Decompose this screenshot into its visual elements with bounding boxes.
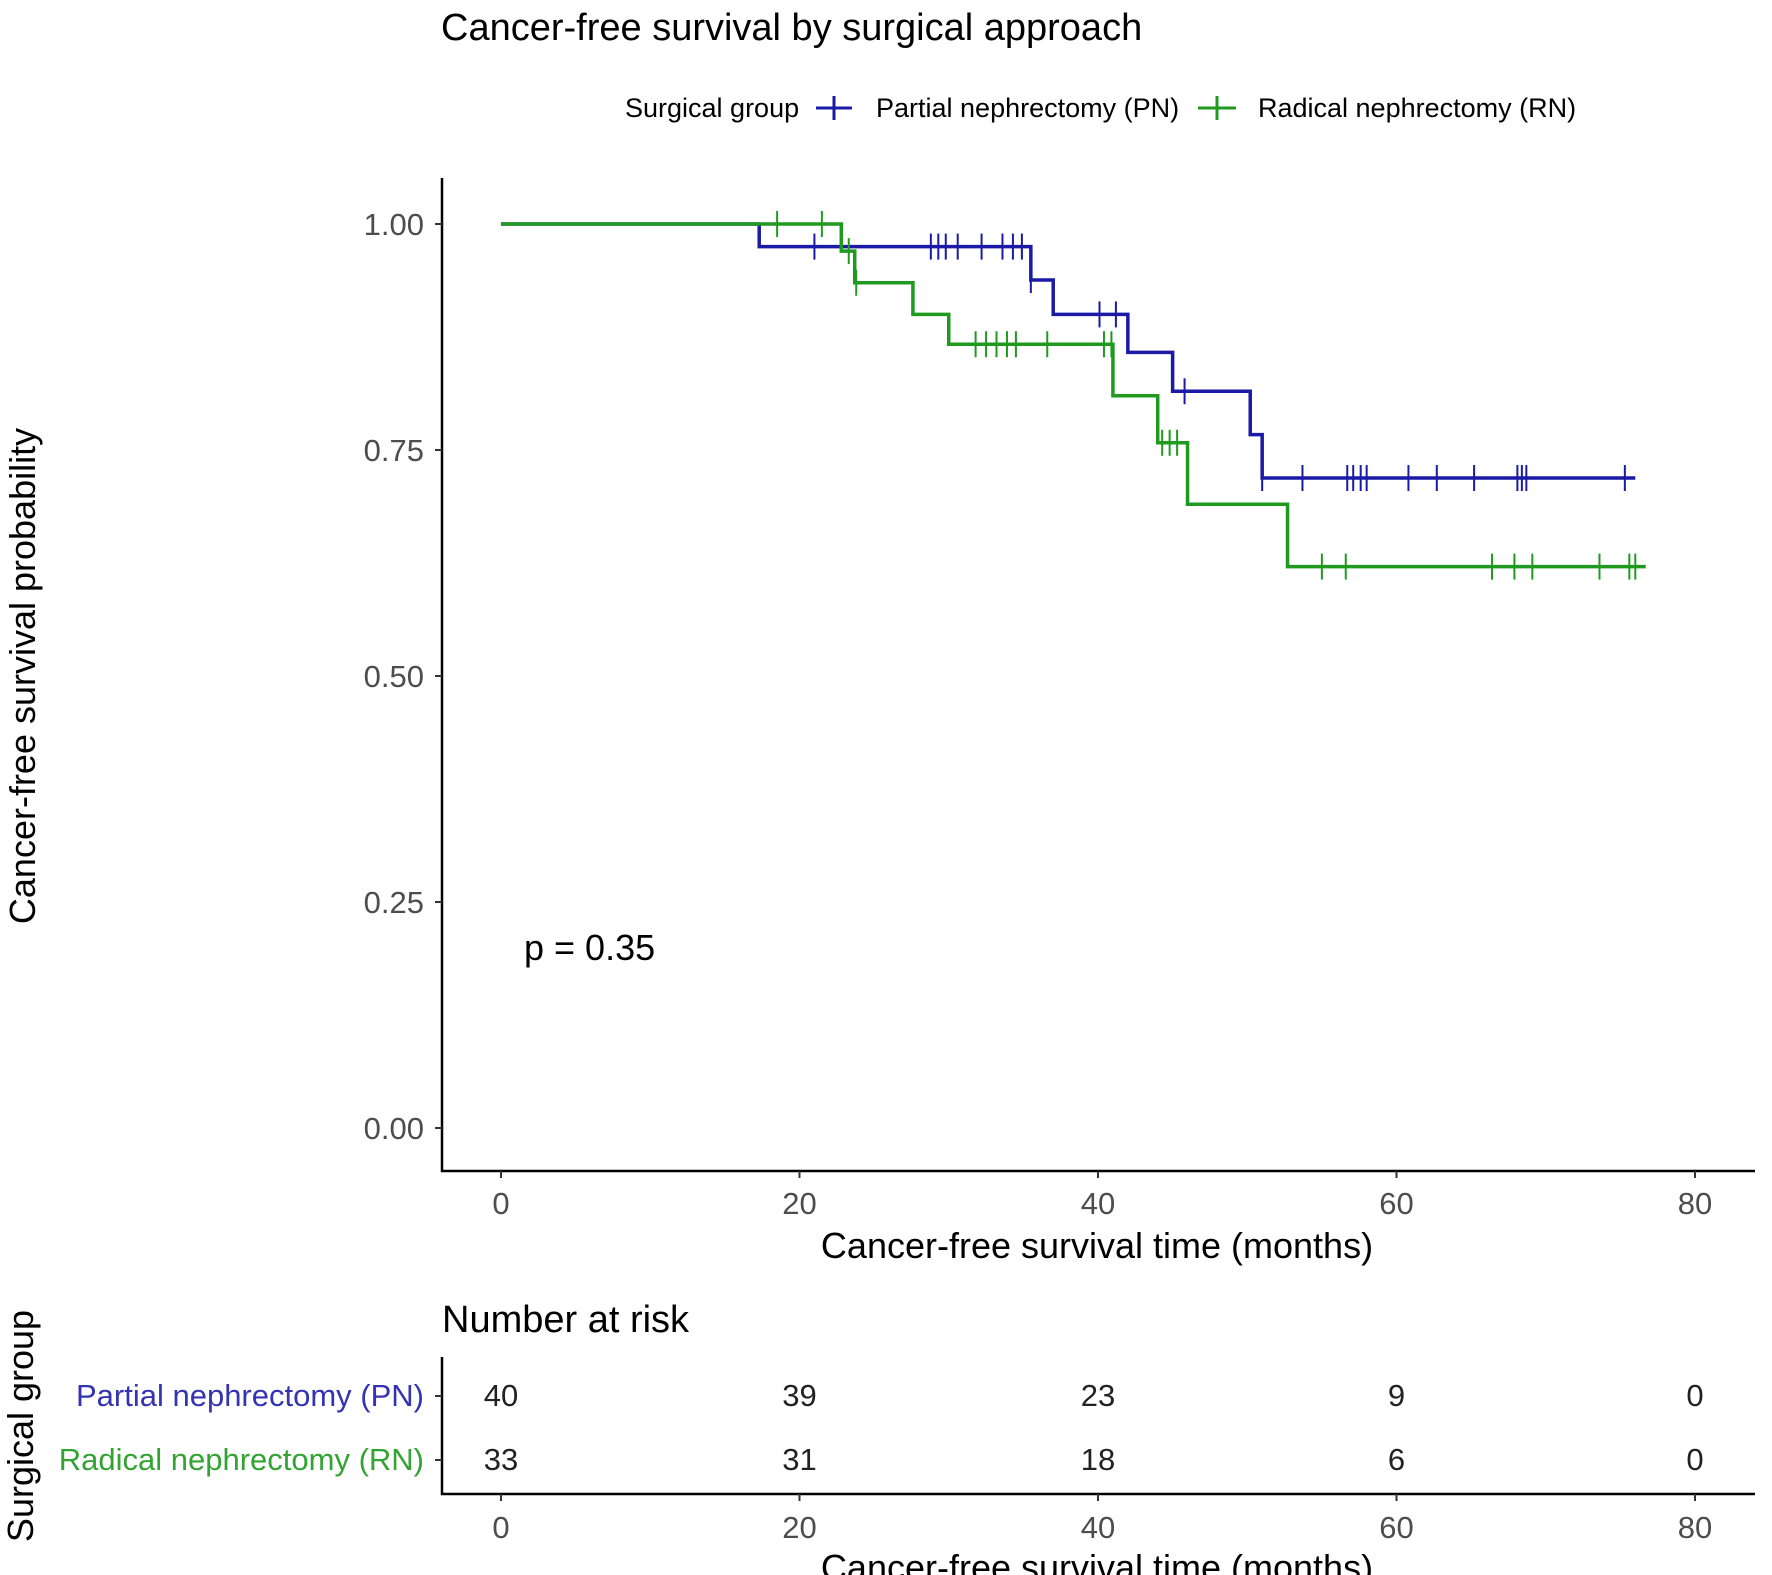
risk-cell: 6 <box>1388 1442 1405 1477</box>
risk-cells: 40 39 23 9 0 33 31 18 6 0 <box>484 1378 1704 1477</box>
survival-curve-rn <box>501 222 1646 569</box>
risk-row-label-rn: Radical nephrectomy (RN) <box>59 1442 424 1477</box>
x-tick-label: 20 <box>782 1186 816 1221</box>
legend: Surgical group Partial nephrectomy (PN) … <box>625 93 1576 123</box>
y-tick-label: 0.25 <box>364 885 424 920</box>
risk-table: Number at risk Partial nephrectomy (PN) … <box>0 1299 1755 1575</box>
y-tick-label: 0.50 <box>364 659 424 694</box>
p-value-annotation: p = 0.35 <box>524 927 655 968</box>
x-axis-label: Cancer-free survival time (months) <box>821 1225 1373 1266</box>
survival-curve-pn <box>501 222 1636 480</box>
y-ticks: 0.00 0.25 0.50 0.75 1.00 <box>364 207 442 1146</box>
risk-x-tick-label: 80 <box>1678 1510 1712 1545</box>
risk-x-axis-label: Cancer-free survival time (months) <box>821 1547 1373 1575</box>
x-tick-label: 40 <box>1081 1186 1115 1221</box>
risk-cell: 0 <box>1686 1378 1703 1413</box>
risk-x-ticks: 0 20 40 60 80 <box>492 1494 1712 1545</box>
risk-row-label-pn: Partial nephrectomy (PN) <box>76 1378 424 1413</box>
legend-label-rn: Radical nephrectomy (RN) <box>1258 93 1576 123</box>
y-tick-label: 1.00 <box>364 207 424 242</box>
x-ticks: 0 20 40 60 80 <box>492 1171 1712 1221</box>
x-tick-label: 0 <box>492 1186 509 1221</box>
risk-x-tick-label: 40 <box>1081 1510 1115 1545</box>
risk-cell: 31 <box>782 1442 816 1477</box>
risk-x-tick-label: 0 <box>492 1510 509 1545</box>
risk-cell: 23 <box>1081 1378 1115 1413</box>
risk-cell: 9 <box>1388 1378 1405 1413</box>
legend-title: Surgical group <box>625 93 799 123</box>
risk-y-axis-label: Surgical group <box>0 1310 41 1542</box>
x-tick-label: 80 <box>1678 1186 1712 1221</box>
risk-cell: 40 <box>484 1378 518 1413</box>
risk-x-tick-label: 60 <box>1379 1510 1413 1545</box>
risk-cell: 18 <box>1081 1442 1115 1477</box>
legend-label-pn: Partial nephrectomy (PN) <box>876 93 1179 123</box>
y-tick-label: 0.00 <box>364 1111 424 1146</box>
survival-curves <box>501 211 1646 580</box>
risk-cell: 0 <box>1686 1442 1703 1477</box>
y-tick-label: 0.75 <box>364 433 424 468</box>
x-tick-label: 60 <box>1379 1186 1413 1221</box>
chart-title: Cancer-free survival by surgical approac… <box>441 7 1142 49</box>
risk-cell: 39 <box>782 1378 816 1413</box>
risk-cell: 33 <box>484 1442 518 1477</box>
y-axis-label: Cancer-free survival probability <box>2 428 43 924</box>
risk-x-tick-label: 20 <box>782 1510 816 1545</box>
risk-table-title: Number at risk <box>442 1299 690 1341</box>
